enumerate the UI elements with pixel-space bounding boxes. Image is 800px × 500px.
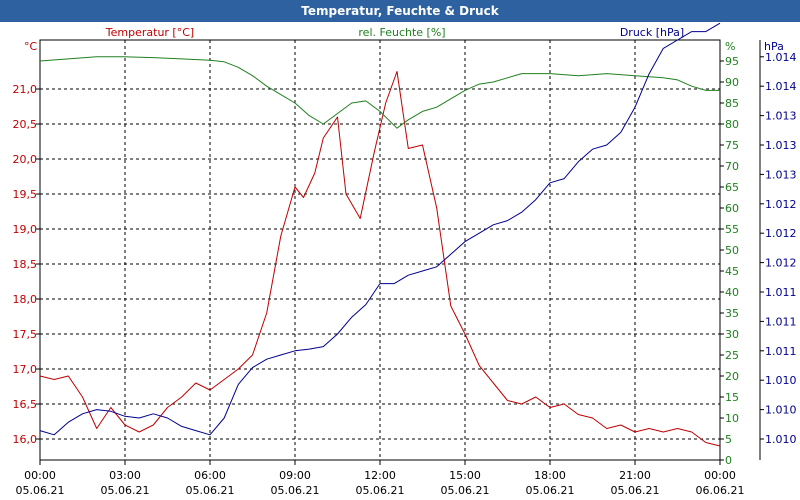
temperature-axis: 16,0 16,5 17,0 17,5 18,0 18,5 19,0 19,5 20,0 20,5…: [13, 83, 40, 446]
temperature-tick-label: 18,5: [13, 258, 38, 271]
pressure-axis: 1.010 1.010 1.010 1.011 1.011 1.011 1.012 1.012…: [759, 40, 797, 460]
humidity-tick-label: 35: [725, 307, 739, 320]
temperature-tick-label: 16,0: [13, 433, 38, 446]
grid: [40, 40, 720, 460]
x-tick-time: 15:00: [449, 469, 481, 482]
x-tick-time: 21:00: [619, 469, 651, 482]
humidity-tick-label: 0: [725, 454, 732, 467]
temperature-tick-label: 20,5: [13, 118, 38, 131]
pressure-tick-label: 1.011: [765, 286, 797, 299]
x-tick-time: 06:00: [194, 469, 226, 482]
humidity-tick-label: 60: [725, 202, 739, 215]
temperature-tick-label: 17,0: [13, 363, 38, 376]
x-tick-date: 05.06.21: [16, 484, 65, 497]
temperature-tick-label: 16,5: [13, 398, 38, 411]
pressure-tick-label: 1.014: [765, 51, 797, 64]
x-tick-date: 05.06.21: [356, 484, 405, 497]
pressure-unit-label: hPa: [764, 40, 784, 53]
pressure-tick-label: 1.010: [765, 404, 797, 417]
x-tick-date: 05.06.21: [441, 484, 490, 497]
humidity-tick-label: 75: [725, 139, 739, 152]
humidity-axis-title: rel. Feuchte [%]: [358, 26, 445, 39]
pressure-tick-label: 1.010: [765, 374, 797, 387]
humidity-tick-label: 90: [725, 76, 739, 89]
x-tick-time: 00:00: [704, 469, 736, 482]
window-title: Temperatur, Feuchte & Druck: [0, 0, 800, 22]
pressure-tick-label: 1.013: [765, 110, 797, 123]
temperature-tick-label: 17,5: [13, 328, 38, 341]
x-tick-date: 05.06.21: [611, 484, 660, 497]
humidity-tick-label: 15: [725, 391, 739, 404]
humidity-tick-label: 95: [725, 55, 739, 68]
temperature-tick-label: 19,5: [13, 188, 38, 201]
series-lines: [39, 22, 721, 447]
pressure-tick-label: 1.012: [765, 198, 797, 211]
humidity-axis: 0 5 10 15 20 25 30 35 40 45 50 55 60 65 70 75 80 85 90 95: [720, 55, 739, 467]
humidity-tick-label: 50: [725, 244, 739, 257]
humidity-tick-label: 70: [725, 160, 739, 173]
x-tick-date: 05.06.21: [101, 484, 150, 497]
temperature-line: [39, 71, 721, 447]
humidity-tick-label: 30: [725, 328, 739, 341]
humidity-unit-label: %: [725, 40, 735, 53]
x-tick-date: 05.06.21: [186, 484, 235, 497]
pressure-tick-label: 1.012: [765, 257, 797, 270]
humidity-tick-label: 10: [725, 412, 739, 425]
temperature-tick-label: 20,0: [13, 153, 38, 166]
x-tick-date: 05.06.21: [271, 484, 320, 497]
time-axis: 00:00 05.06.21 03:00 05.06.21 06:00 05.06.21 0…: [16, 460, 745, 497]
humidity-tick-label: 20: [725, 370, 739, 383]
pressure-axis-title: Druck [hPa]: [620, 26, 684, 39]
humidity-tick-label: 65: [725, 181, 739, 194]
pressure-line: [39, 22, 721, 436]
x-tick-date: 05.06.21: [526, 484, 575, 497]
x-tick-date: 06.06.21: [696, 484, 745, 497]
humidity-tick-label: 45: [725, 265, 739, 278]
pressure-tick-label: 1.014: [765, 80, 797, 93]
humidity-tick-label: 85: [725, 97, 739, 110]
pressure-tick-label: 1.011: [765, 315, 797, 328]
x-tick-time: 18:00: [534, 469, 566, 482]
temperature-tick-label: 19,0: [13, 223, 38, 236]
temperature-tick-label: 18,0: [13, 293, 38, 306]
x-tick-time: 00:00: [24, 469, 56, 482]
humidity-line: [39, 56, 720, 129]
humidity-tick-label: 55: [725, 223, 739, 236]
x-tick-time: 09:00: [279, 469, 311, 482]
temperature-unit-label: °C: [24, 40, 38, 53]
pressure-tick-label: 1.012: [765, 227, 797, 240]
humidity-tick-label: 40: [725, 286, 739, 299]
pressure-tick-label: 1.011: [765, 345, 797, 358]
pressure-tick-label: 1.010: [765, 433, 797, 446]
temperature-axis-title: Temperatur [°C]: [105, 26, 194, 39]
pressure-tick-label: 1.013: [765, 168, 797, 181]
x-tick-time: 03:00: [109, 469, 141, 482]
x-tick-time: 12:00: [364, 469, 396, 482]
humidity-tick-label: 5: [725, 433, 732, 446]
humidity-tick-label: 80: [725, 118, 739, 131]
pressure-tick-label: 1.013: [765, 139, 797, 152]
temperature-tick-label: 21,0: [13, 83, 38, 96]
humidity-tick-label: 25: [725, 349, 739, 362]
